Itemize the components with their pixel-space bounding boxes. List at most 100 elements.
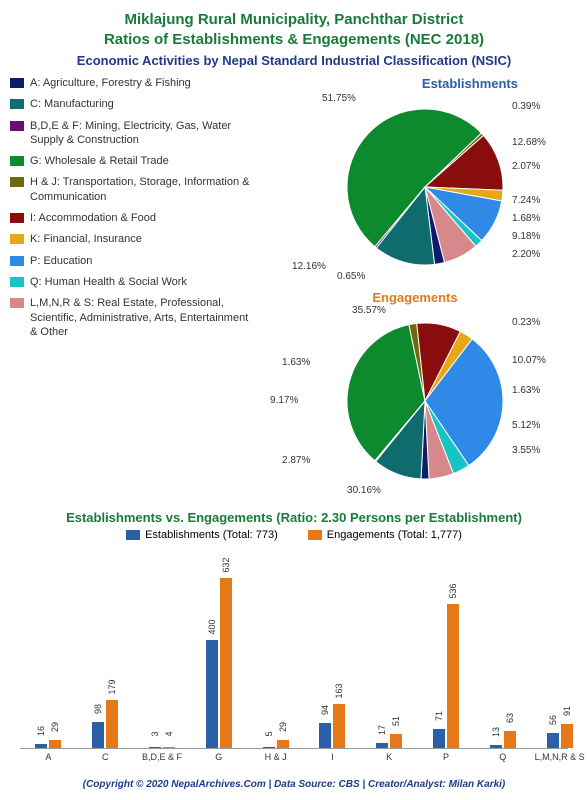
- legend-label: P: Education: [30, 254, 92, 268]
- footer-credit: (Copyright © 2020 NepalArchives.Com | Da…: [10, 779, 578, 790]
- category-legend: A: Agriculture, Forestry & FishingC: Man…: [10, 76, 252, 504]
- legend-item: H & J: Transportation, Storage, Informat…: [10, 175, 252, 204]
- legend-label: L,M,N,R & S: Real Estate, Professional, …: [30, 296, 252, 339]
- bar-value: 13: [491, 727, 501, 737]
- bar-category-label: G: [215, 752, 222, 762]
- legend-item: L,M,N,R & S: Real Estate, Professional, …: [10, 296, 252, 339]
- legend-swatch: [10, 277, 24, 287]
- pie-charts-column: Establishments 51.75% 0.65% 12.16% 2.20% 9.1…: [252, 76, 578, 504]
- bar-group: 98 179 C: [91, 700, 119, 748]
- bar-swatch-est: [126, 530, 140, 540]
- pie-slice-label: 12.16%: [292, 261, 326, 272]
- bar-legend-eng-label: Engagements (Total: 1,777): [327, 529, 462, 541]
- legend-label: C: Manufacturing: [30, 97, 114, 111]
- legend-label: Q: Human Health & Social Work: [30, 275, 187, 289]
- legend-swatch: [10, 298, 24, 308]
- bar-value: 400: [207, 620, 217, 635]
- legend-label: I: Accommodation & Food: [30, 211, 156, 225]
- pie-slice-label: 1.63%: [512, 385, 540, 396]
- pie-slice-label: 1.63%: [282, 357, 310, 368]
- pie-slice-label: 9.18%: [512, 231, 540, 242]
- legend-item: K: Financial, Insurance: [10, 232, 252, 246]
- bar-value: 56: [548, 715, 558, 725]
- pie-slice-label: 30.16%: [347, 485, 381, 496]
- pie-slice-label: 0.39%: [512, 101, 540, 112]
- bar-engagements: 4: [163, 747, 175, 748]
- legend-swatch: [10, 121, 24, 131]
- pie-slice-label: 10.07%: [512, 355, 546, 366]
- bar-value: 51: [391, 716, 401, 726]
- bar-value: 94: [320, 705, 330, 715]
- bar-value: 63: [505, 713, 515, 723]
- bar-value: 3: [150, 732, 160, 737]
- legend-label: H & J: Transportation, Storage, Informat…: [30, 175, 252, 204]
- bar-value: 71: [434, 711, 444, 721]
- bar-establishments: 71: [433, 729, 445, 748]
- pie-slice-label: 0.23%: [512, 317, 540, 328]
- bar-establishments: 16: [35, 744, 47, 748]
- bar-group: 5 29 H & J: [262, 740, 290, 748]
- bar-group: 56 91 L,M,N,R & S: [546, 724, 574, 748]
- title-line1: Miklajung Rural Municipality, Panchthar …: [10, 10, 578, 30]
- bar-category-label: K: [386, 752, 392, 762]
- bar-category-label: P: [443, 752, 449, 762]
- bar-category-label: C: [102, 752, 109, 762]
- bar-group: 3 4 B,D,E & F: [148, 747, 176, 748]
- bar-legend-engagements: Engagements (Total: 1,777): [308, 529, 462, 541]
- bar-legend-est-label: Establishments (Total: 773): [145, 529, 278, 541]
- bar-category-label: Q: [499, 752, 506, 762]
- bar-establishments: 17: [376, 743, 388, 748]
- bar-value: 4: [164, 731, 174, 736]
- legend-swatch: [10, 256, 24, 266]
- legend-item: I: Accommodation & Food: [10, 211, 252, 225]
- pie-slice-label: 51.75%: [322, 93, 356, 104]
- pie-slice-label: 9.17%: [270, 395, 298, 406]
- bar-value: 163: [334, 684, 344, 699]
- pie-slice-label: 0.65%: [337, 271, 365, 282]
- legend-swatch: [10, 156, 24, 166]
- bar-engagements: 632: [220, 578, 232, 748]
- legend-item: G: Wholesale & Retail Trade: [10, 154, 252, 168]
- pie-engagements-title: Engagements: [252, 290, 578, 305]
- legend-label: G: Wholesale & Retail Trade: [30, 154, 169, 168]
- bar-establishments: 3: [149, 747, 161, 748]
- pie-slice-label: 3.55%: [512, 445, 540, 456]
- bar-establishments: 5: [263, 747, 275, 748]
- legend-swatch: [10, 78, 24, 88]
- pie-slice-label: 2.07%: [512, 161, 540, 172]
- legend-item: Q: Human Health & Social Work: [10, 275, 252, 289]
- pie-slice-label: 35.57%: [352, 305, 386, 316]
- bar-value: 179: [107, 679, 117, 694]
- bar-engagements: 179: [106, 700, 118, 748]
- title-line2: Ratios of Establishments & Engagements (…: [10, 30, 578, 50]
- bar-category-label: L,M,N,R & S: [535, 752, 585, 762]
- pie-slice-label: 2.20%: [512, 249, 540, 260]
- bar-group: 13 63 Q: [489, 731, 517, 748]
- bar-engagements: 51: [390, 734, 402, 748]
- legend-item: B,D,E & F: Mining, Electricity, Gas, Wat…: [10, 119, 252, 148]
- main-title: Miklajung Rural Municipality, Panchthar …: [10, 10, 578, 49]
- pie-slice-label: 2.87%: [282, 455, 310, 466]
- pie-slice-label: 1.68%: [512, 213, 540, 224]
- bar-group: 94 163 I: [318, 704, 346, 748]
- top-section: A: Agriculture, Forestry & FishingC: Man…: [10, 76, 578, 504]
- pie-establishments-title: Establishments: [252, 76, 578, 91]
- legend-swatch: [10, 213, 24, 223]
- legend-label: B,D,E & F: Mining, Electricity, Gas, Wat…: [30, 119, 252, 148]
- bar-establishments: 56: [547, 733, 559, 748]
- bar-group: 400 632 G: [205, 578, 233, 748]
- bar-engagements: 536: [447, 604, 459, 748]
- bar-category-label: H & J: [265, 752, 287, 762]
- bar-engagements: 29: [277, 740, 289, 748]
- pie-engagements-wrap: 35.57%1.63%9.17%2.87%30.16%3.55%5.12%1.6…: [252, 305, 578, 500]
- bar-value: 91: [562, 706, 572, 716]
- pie-slice-label: 7.24%: [512, 195, 540, 206]
- bar-engagements: 163: [333, 704, 345, 748]
- bar-category-label: B,D,E & F: [142, 752, 182, 762]
- bar-establishments: 13: [490, 745, 502, 748]
- pie-slice-label: 12.68%: [512, 137, 546, 148]
- bar-group: 16 29 A: [34, 740, 62, 748]
- bar-establishments: 94: [319, 723, 331, 748]
- bar-chart-title: Establishments vs. Engagements (Ratio: 2…: [10, 510, 578, 525]
- legend-item: C: Manufacturing: [10, 97, 252, 111]
